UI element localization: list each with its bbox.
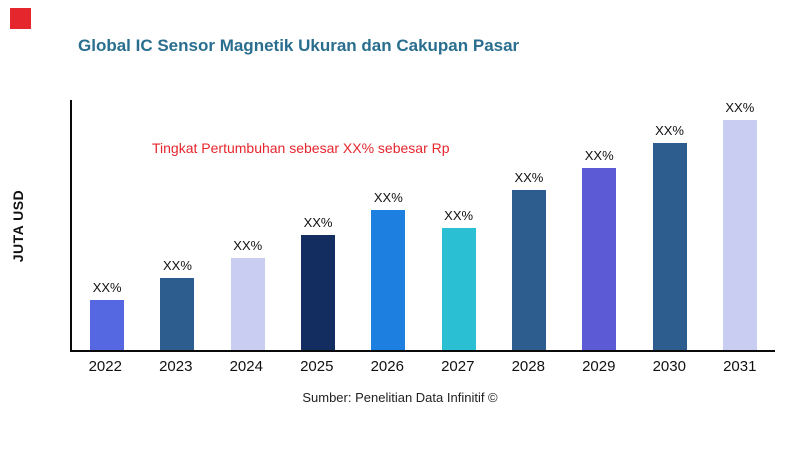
bar-value-label-2031: XX% xyxy=(725,100,755,115)
x-tick-2031: 2031 xyxy=(723,358,757,375)
bar-slot-2026: XX% xyxy=(353,100,423,350)
chart-title: Global IC Sensor Magnetik Ukuran dan Cak… xyxy=(78,36,520,55)
bar-2030 xyxy=(652,142,687,350)
bar-value-label-2027: XX% xyxy=(444,207,474,223)
bar-value-label-2030: XX% xyxy=(655,122,684,138)
x-tick-2026: 2026 xyxy=(370,358,404,375)
bar-slot-2025: XX% xyxy=(283,100,353,350)
y-axis-label: JUTA USD xyxy=(10,189,26,263)
brand-square-logo xyxy=(10,8,31,29)
x-tick-2030: 2030 xyxy=(652,358,686,375)
bar-2025 xyxy=(301,235,336,350)
x-tick-2028: 2028 xyxy=(511,358,545,375)
bar-value-label-2029: XX% xyxy=(584,147,614,163)
x-tick-2022: 2022 xyxy=(88,358,122,375)
bar-slot-2029: XX% xyxy=(564,100,634,350)
bar-value-label-2022: XX% xyxy=(92,280,122,295)
bar-2026 xyxy=(371,210,406,350)
bar-2027 xyxy=(441,227,476,350)
bar-value-label-2023: XX% xyxy=(162,257,192,273)
plot-area: Tingkat Pertumbuhan sebesar XX% sebesar … xyxy=(70,100,775,352)
x-axis-tick-labels: 2022 2023 2024 2025 2026 2027 2028 2029 2030 2031 xyxy=(70,358,775,375)
bar-slot-2027: XX% xyxy=(424,100,494,350)
bar-2028 xyxy=(511,190,546,350)
bar-slot-2024: XX% xyxy=(213,100,283,350)
x-tick-2023: 2023 xyxy=(159,358,193,375)
bar-2031 xyxy=(722,120,757,350)
bar-value-label-2024: XX% xyxy=(233,237,263,253)
bar-value-label-2025: XX% xyxy=(303,215,333,230)
bar-slot-2031: XX% xyxy=(705,100,775,350)
x-tick-2027: 2027 xyxy=(441,358,475,375)
bar-2023 xyxy=(160,277,195,350)
bar-slot-2030: XX% xyxy=(635,100,705,350)
bar-2022 xyxy=(90,300,125,350)
bar-slot-2023: XX% xyxy=(142,100,212,350)
x-tick-2029: 2029 xyxy=(582,358,616,375)
bar-value-label-2026: XX% xyxy=(373,190,403,205)
bar-2024 xyxy=(230,257,265,350)
growth-annotation: Tingkat Pertumbuhan sebesar XX% sebesar … xyxy=(152,140,450,156)
bar-value-label-2028: XX% xyxy=(514,170,544,185)
bar-slot-2028: XX% xyxy=(494,100,564,350)
bar-2029 xyxy=(582,167,617,350)
x-tick-2024: 2024 xyxy=(229,358,263,375)
bar-slot-2022: XX% xyxy=(72,100,142,350)
x-tick-2025: 2025 xyxy=(300,358,334,375)
source-text: Sumber: Penelitian Data Infinitif © xyxy=(302,390,498,405)
